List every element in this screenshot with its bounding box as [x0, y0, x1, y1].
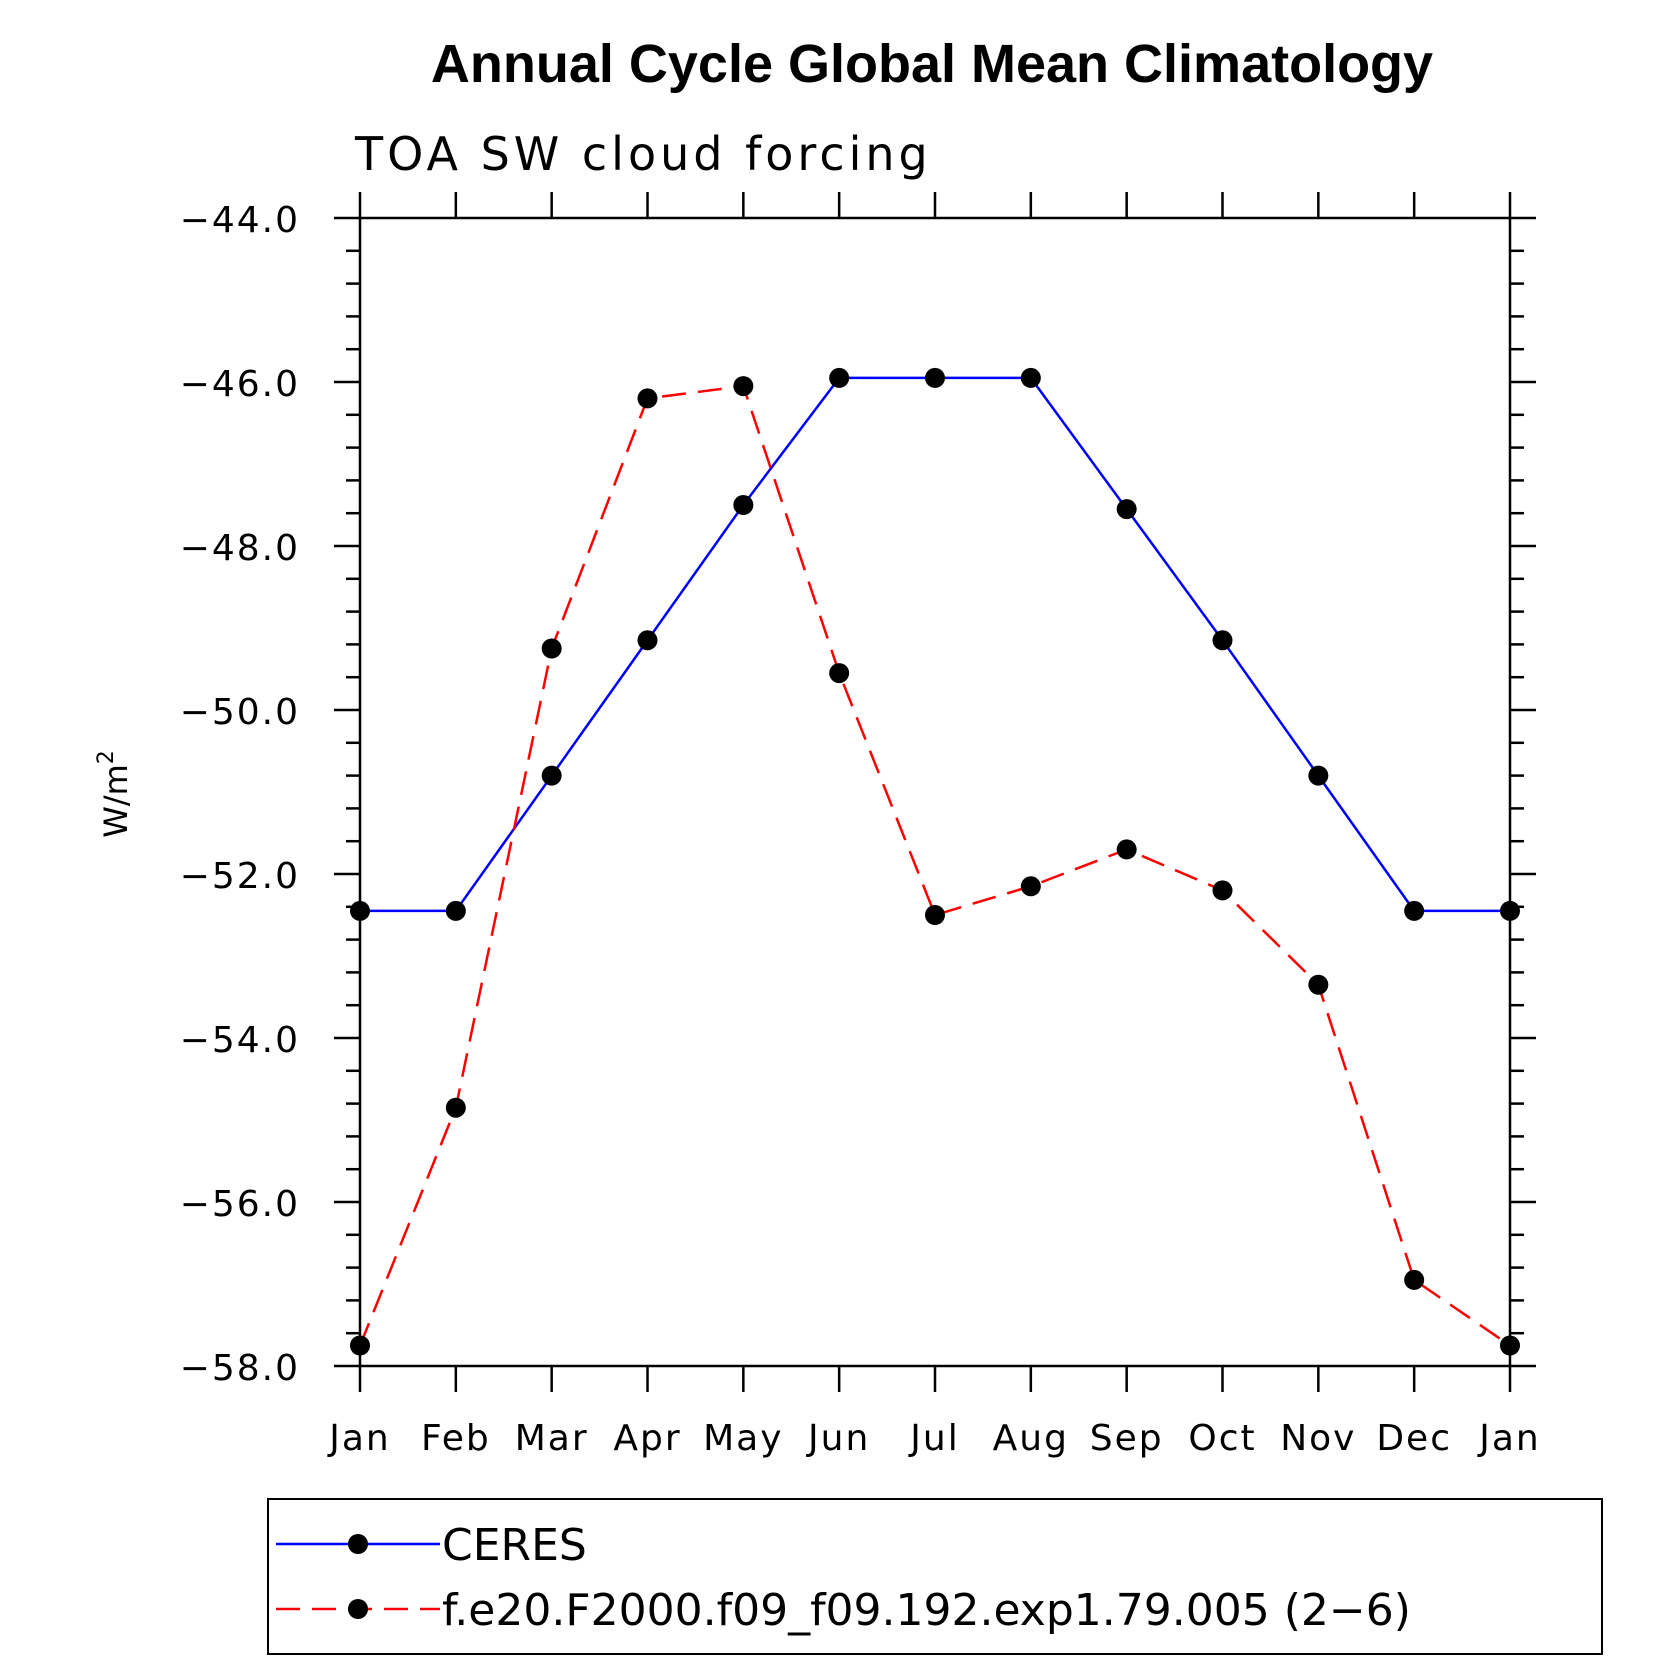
x-tick-label: Feb — [421, 1418, 491, 1459]
legend-marker-ceres — [348, 1534, 368, 1554]
x-tick-label: Jun — [806, 1418, 870, 1459]
y-tick-label: −52.0 — [180, 856, 300, 897]
legend-marker-model — [348, 1599, 368, 1619]
x-tick-label: Sep — [1090, 1418, 1164, 1459]
series-0-point — [541, 765, 562, 786]
series-1-point — [925, 905, 945, 925]
y-tick-label: −44.0 — [180, 200, 300, 241]
x-tick-label: Aug — [993, 1418, 1069, 1459]
series-1-point — [1308, 974, 1329, 995]
chart-subtitle: TOA SW cloud forcing — [354, 127, 932, 181]
series-0-point — [1404, 900, 1425, 921]
series-0-point — [733, 495, 754, 515]
plot-frame — [358, 216, 1512, 1368]
legend: CERES f.e20.F2000.f09_f09.192.exp1.79.00… — [267, 1498, 1603, 1655]
series-0-point — [1308, 765, 1329, 786]
y-tick-label: −46.0 — [180, 364, 300, 405]
series-line-0 — [360, 376, 1510, 913]
y-tick-label: −58.0 — [180, 1348, 300, 1389]
series-line-1 — [358, 384, 1511, 1347]
x-tick-label: Nov — [1280, 1418, 1356, 1459]
series-1-point — [1116, 839, 1137, 860]
series-1-point — [637, 388, 658, 409]
series-0-point — [1212, 630, 1233, 651]
series-0-point — [350, 900, 370, 921]
series-1-point — [733, 376, 754, 397]
y-tick-label: −54.0 — [180, 1020, 300, 1061]
legend-label-ceres: CERES — [442, 1520, 587, 1571]
x-tick-label: Jan — [327, 1418, 391, 1459]
y-tick-label: −56.0 — [180, 1184, 300, 1225]
x-tick-label: Jan — [1477, 1418, 1541, 1459]
y-axis-label-exponent: 2 — [94, 750, 119, 764]
legend-label-model: f.e20.F2000.f09_f09.192.exp1.79.005 (2−6… — [442, 1585, 1411, 1636]
y-axis-label: W/m2 — [94, 750, 135, 838]
series-1-point — [1020, 876, 1041, 897]
y-tick-label: −48.0 — [180, 528, 300, 569]
series-1-point — [1212, 880, 1233, 901]
series-0-point — [925, 367, 945, 388]
series-1-point — [1404, 1269, 1425, 1290]
y-axis: −44.0 −46.0 −48.0 −50.0 −52.0 −54.0 −56.0 −58.0 — [180, 200, 1536, 1389]
chart-title: Annual Cycle Global Mean Climatology — [431, 34, 1433, 94]
x-tick-label: Apr — [613, 1418, 681, 1459]
y-axis-label-base: W/m — [97, 764, 135, 838]
series-0-point — [829, 367, 850, 388]
series-1-point — [829, 663, 850, 684]
series-1-point — [350, 1335, 370, 1356]
y-tick-label: −50.0 — [180, 692, 300, 733]
series-1-point — [445, 1097, 466, 1118]
x-tick-label: May — [703, 1418, 783, 1459]
x-tick-label: Mar — [515, 1418, 589, 1459]
x-tick-label: Jul — [908, 1418, 959, 1459]
series-0-point — [637, 630, 658, 651]
series-0-point — [1020, 367, 1041, 388]
series-layer — [350, 367, 1520, 1356]
x-tick-label: Oct — [1188, 1418, 1256, 1459]
series-0-point — [1500, 900, 1520, 921]
series-1-point — [1500, 1335, 1520, 1356]
series-0-point — [1116, 499, 1137, 520]
x-axis: Jan Feb Mar Apr May Jun Jul Aug Sep Oct Nov Dec Jan — [327, 192, 1541, 1459]
legend-box — [267, 1498, 1603, 1655]
series-1-point — [541, 638, 562, 659]
x-tick-label: Dec — [1376, 1418, 1452, 1459]
series-0-point — [445, 900, 466, 921]
